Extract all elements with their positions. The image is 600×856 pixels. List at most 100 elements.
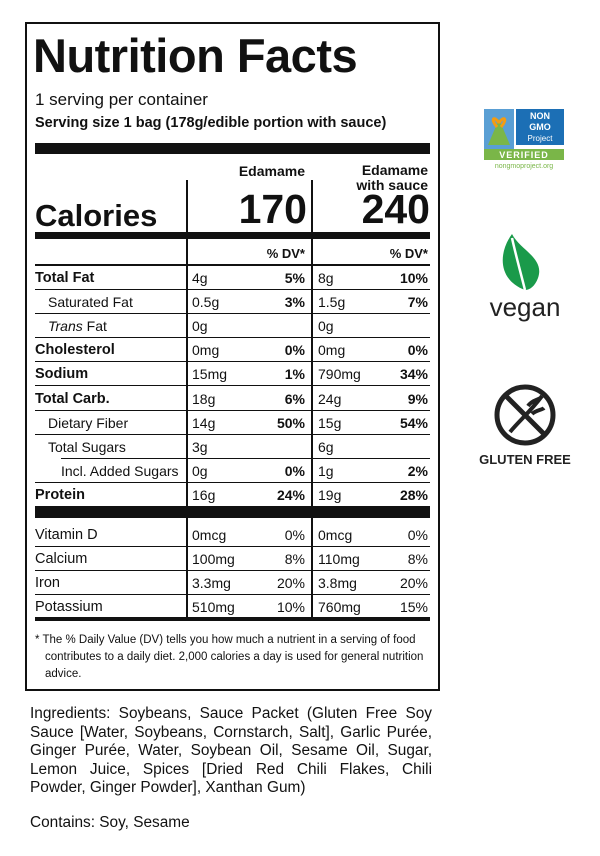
daily-value: 24% [276, 486, 305, 503]
badge-icon [491, 117, 507, 128]
amount: 110mg [318, 551, 360, 567]
thick-rule [35, 506, 430, 518]
badge-panel [484, 149, 564, 160]
daily-value: 8% [407, 551, 428, 567]
row-rule [35, 433, 430, 435]
amount: 24g [318, 390, 342, 407]
daily-value: 34% [399, 366, 428, 383]
amount: 0g [192, 462, 208, 479]
amount: 1g [318, 462, 334, 479]
badge-icon [494, 384, 556, 446]
amount: 15g [318, 414, 342, 431]
badge-text: vegan [490, 292, 561, 322]
amount: 0mg [192, 342, 220, 359]
amount: 760mg [318, 599, 361, 615]
row-rule [35, 570, 430, 571]
amount: 0.5g [192, 294, 220, 311]
nutrient-name-italic: Trans [48, 318, 83, 335]
thick-rule [35, 143, 430, 154]
nutrient-name: Trans Fat [48, 318, 107, 334]
daily-value: 9% [407, 390, 428, 407]
dv-header: % DV* [389, 246, 428, 261]
amount: 790mg [318, 366, 361, 383]
row-rule [35, 481, 430, 483]
nutrient-name: Fat [86, 318, 107, 335]
daily-value: 0% [284, 342, 305, 359]
column-header: Edamame with sauce [356, 162, 428, 193]
vitamin-name: Vitamin D [35, 527, 98, 543]
daily-value: 20% [276, 575, 305, 591]
amount: 8g [318, 270, 334, 286]
daily-value: 8% [284, 551, 305, 567]
daily-value: 15% [399, 599, 428, 615]
daily-value: 5% [284, 270, 305, 286]
amount: 0mcg [318, 527, 353, 543]
vitamin-name: Calcium [35, 551, 88, 567]
leaf-vein [510, 237, 527, 291]
nutrient-name: Saturated Fat [48, 294, 133, 311]
row-rule [35, 546, 430, 547]
amount: 15mg [192, 366, 228, 383]
daily-value: 50% [276, 414, 305, 431]
daily-value: 7% [407, 294, 428, 311]
amount: 3.8mg [318, 575, 357, 591]
badge-text: GMO [529, 122, 551, 132]
daily-value: 2% [407, 462, 428, 479]
badge-icon [488, 119, 510, 145]
nutrient-name: Cholesterol [35, 342, 115, 359]
footnote: * The % Daily Value (DV) tells you how m… [35, 634, 424, 680]
vitamin-name: Iron [35, 575, 60, 591]
amount: 4g [192, 270, 208, 286]
daily-value: 0% [284, 527, 305, 543]
contains: Contains: Soy, Sesame [30, 814, 190, 831]
badge-text: VERIFIED [499, 150, 549, 160]
column-divider [186, 180, 188, 620]
amount: 18g [192, 390, 216, 407]
daily-value: 0% [284, 462, 305, 479]
row-rule [61, 457, 430, 459]
medium-rule [35, 232, 430, 239]
nutrient-name: Total Sugars [48, 438, 126, 455]
column-header: Edamame [238, 163, 305, 179]
amount: 14g [192, 414, 216, 431]
badge-text: nongmoproject.org [495, 163, 553, 170]
daily-value: 20% [399, 575, 428, 591]
nutrient-name: Total Carb. [35, 390, 110, 407]
badge-icon [508, 394, 546, 434]
nutrient-name: Total Fat [35, 270, 95, 286]
rule [35, 617, 430, 621]
amount: 0g [192, 318, 208, 335]
amount: 3.3mg [192, 575, 231, 591]
row-rule [35, 313, 430, 315]
amount: 100mg [192, 551, 235, 567]
rule [35, 264, 430, 266]
calories-value: 170 [238, 186, 307, 232]
daily-value: 28% [399, 486, 428, 503]
nutrient-name: Protein [35, 486, 85, 503]
ingredients: Ingredients: Soybeans, Sauce Packet (Glu… [30, 705, 432, 796]
non-gmo-badge: NON GMO Project VERIFIED nongmoproject.o… [484, 109, 564, 170]
calories-value: 240 [361, 186, 430, 232]
amount: 6g [318, 438, 334, 455]
vegan-badge: vegan [490, 234, 561, 322]
amount: 19g [318, 486, 342, 503]
nutrient-name: Sodium [35, 366, 89, 383]
amount: 16g [192, 486, 216, 503]
row-rule [35, 361, 430, 363]
daily-value: 0% [407, 527, 428, 543]
amount: 1.5g [318, 294, 346, 311]
dv-header: % DV* [266, 246, 305, 261]
daily-value: 1% [284, 366, 305, 383]
row-rule [35, 409, 430, 411]
amount: 510mg [192, 599, 235, 615]
row-rule [35, 594, 430, 595]
daily-value: 54% [399, 414, 428, 431]
row-rule [35, 337, 430, 339]
column-divider [311, 180, 313, 620]
calories-label: Calories [35, 198, 158, 233]
daily-value: 0% [407, 342, 428, 359]
label-box [25, 22, 440, 691]
vitamin-name: Potassium [35, 599, 103, 615]
title: Nutrition Facts [33, 29, 358, 82]
